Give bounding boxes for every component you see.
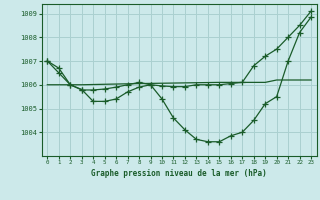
X-axis label: Graphe pression niveau de la mer (hPa): Graphe pression niveau de la mer (hPa) — [91, 169, 267, 178]
